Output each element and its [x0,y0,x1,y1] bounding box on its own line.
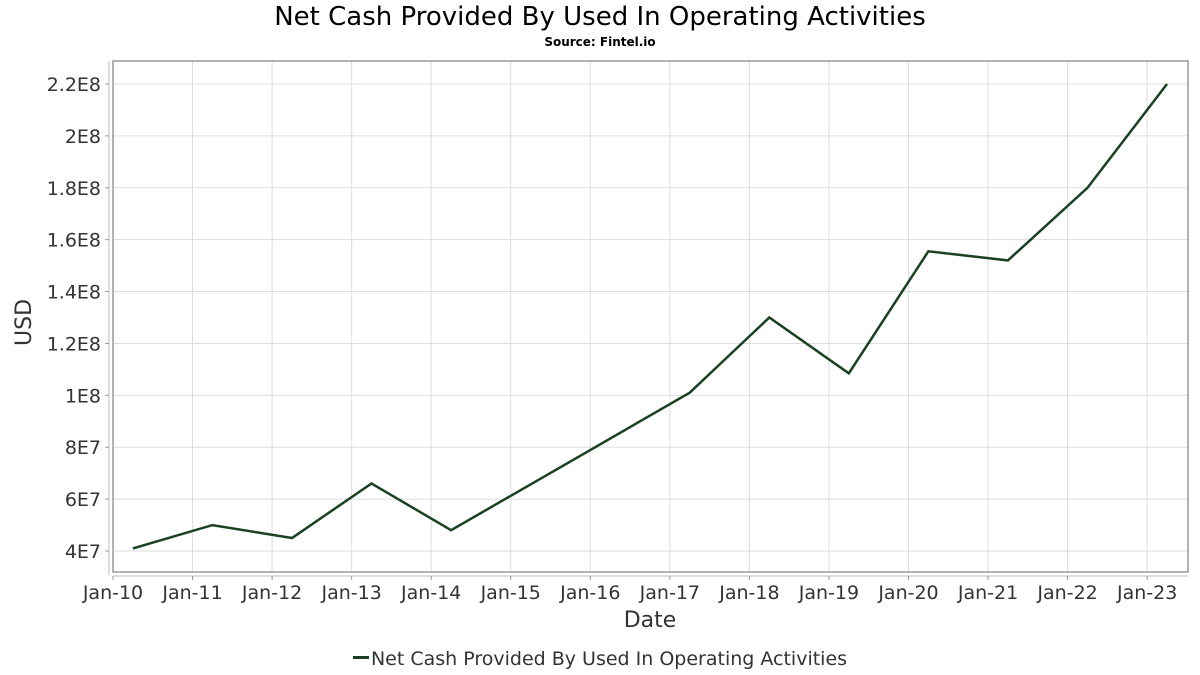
plot-frame [112,60,1189,573]
y-axis-label-wrap: USD [12,299,42,406]
x-axis-ticks: Jan-10 Jan-11 Jan-12 Jan-13 Jan-14 Jan-15 Jan-… [82,576,1177,604]
y-tick-label: 1E8 [65,385,101,407]
x-tick-label: Jan-17 [639,582,700,604]
y-axis-ticks: 4E7 6E7 8E7 1E8 1.2E8 1.4E8 1.6E8 1.8E8 2E8 2.2E8 [47,74,109,563]
grid-lines [112,61,1188,572]
y-tick-label: 1.4E8 [47,282,101,304]
x-tick-label: Jan-22 [1036,582,1097,604]
y-tick-label: 2E8 [65,126,101,148]
x-tick-label: Jan-14 [400,582,461,604]
series-line [132,83,1168,550]
legend: Net Cash Provided By Used In Operating A… [0,648,1200,670]
x-tick-label: Jan-12 [241,582,302,604]
x-tick-label: Jan-15 [480,582,541,604]
y-tick-label: 1.2E8 [47,333,101,355]
y-tick-label: 1.6E8 [47,230,101,252]
x-tick-label: Jan-18 [718,582,779,604]
x-axis-label: Date [623,608,677,633]
y-tick-label: 2.2E8 [47,74,101,96]
y-tick-label: 6E7 [65,489,101,511]
x-tick-label: Jan-19 [798,582,859,604]
y-tick-label: 8E7 [65,437,101,459]
x-tick-label: Jan-13 [320,582,381,604]
x-tick-label: Jan-11 [161,582,222,604]
y-tick-label: 4E7 [65,541,101,563]
y-tick-label: 1.8E8 [47,178,101,200]
y-axis-label: USD [12,298,37,346]
legend-swatch [352,656,369,659]
chart-subtitle: Source: Fintel.io [544,35,656,49]
x-tick-label: Jan-10 [82,582,143,604]
x-tick-label: Jan-20 [877,582,938,604]
x-tick-label: Jan-23 [1116,582,1177,604]
x-tick-label: Jan-16 [559,582,620,604]
legend-label: Net Cash Provided By Used In Operating A… [370,648,848,670]
chart-title: Net Cash Provided By Used In Operating A… [274,2,926,32]
x-tick-label: Jan-21 [957,582,1018,604]
